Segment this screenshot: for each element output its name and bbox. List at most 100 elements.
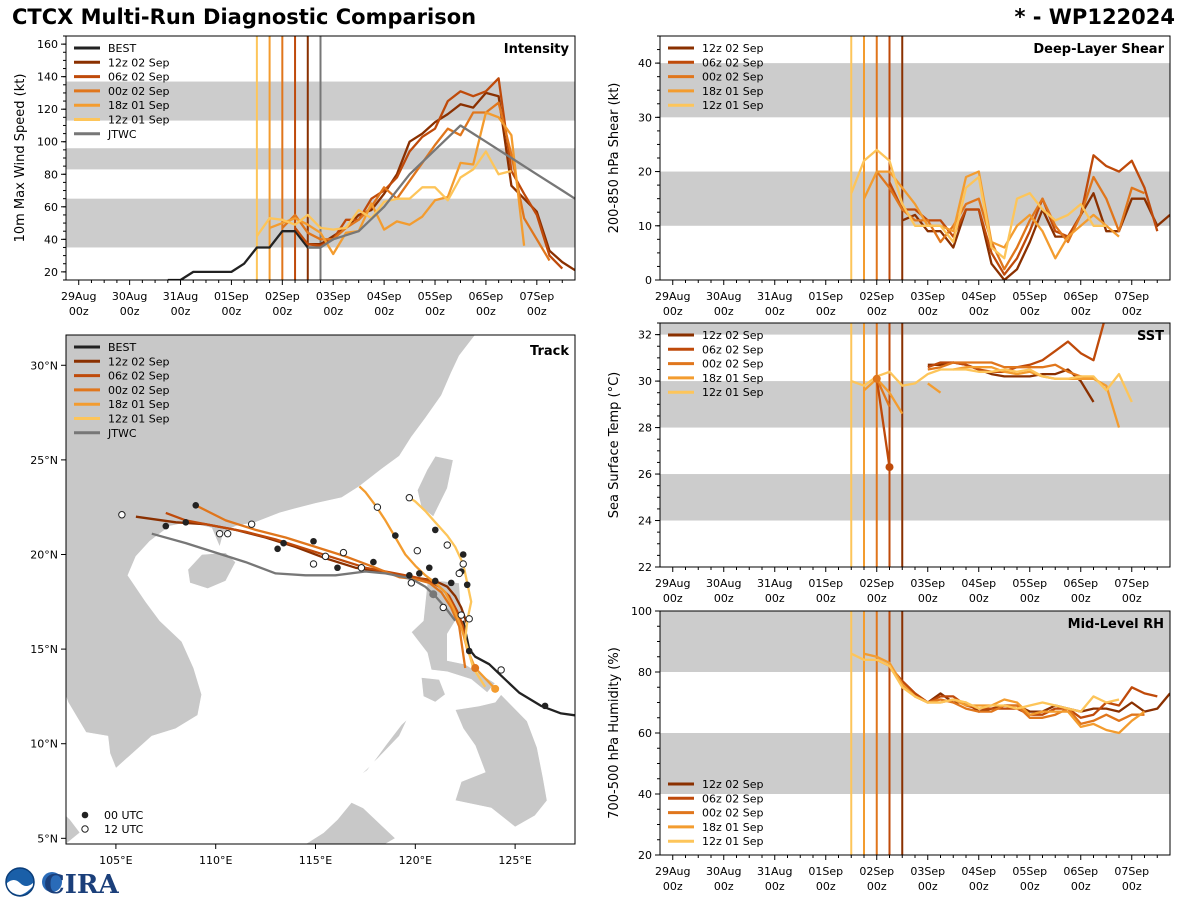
series-line-12z-01-sep — [850, 148, 1107, 260]
y-axis-label: 200-850 hPa Shear (kt) — [607, 83, 622, 234]
x-tick-label: 00z — [714, 305, 734, 318]
y-tick-label: 140 — [37, 71, 58, 84]
storm-id: * - WP122024 — [1014, 5, 1175, 29]
x-tick-label: 03Sep — [316, 290, 351, 303]
legend-label-06z-02-sep: 06z 02 Sep — [108, 71, 170, 84]
legend-label-00z-02-sep: 00z 02 Sep — [108, 85, 170, 98]
marker-00utc — [406, 572, 413, 579]
x-tick-label: 04Sep — [367, 290, 402, 303]
x-tick-label: 125°E — [498, 854, 531, 867]
y-axis-label: Sea Surface Temp (°C) — [607, 372, 622, 519]
marker-00utc — [541, 702, 549, 710]
x-tick-label: 31Aug — [757, 577, 792, 590]
x-tick-label: 120°E — [399, 854, 432, 867]
series-line-12z-01-sep — [850, 652, 1120, 713]
axes-frame — [65, 334, 576, 845]
shade-band — [660, 611, 1170, 672]
legend-marker-00utc — [81, 811, 89, 819]
marker-12utc — [223, 529, 232, 538]
series-line-best — [167, 230, 321, 280]
x-tick-label: 00z — [867, 592, 887, 605]
marker-00utc — [431, 577, 439, 585]
x-tick-label: 00z — [1020, 592, 1040, 605]
land-area — [410, 580, 496, 694]
legend-label-06z-02-sep: 06z 02 Sep — [108, 370, 170, 383]
panel-title: SST — [1137, 329, 1164, 344]
page-title: CTCX Multi-Run Diagnostic Comparison — [12, 5, 477, 29]
series-line-12z-02-sep — [901, 680, 1170, 713]
track-end-18z-01-sep — [491, 684, 500, 693]
series-line-12z-01-sep — [255, 150, 512, 237]
marker-12utc — [413, 547, 422, 555]
legend-label-12z-01-sep: 12z 01 Sep — [702, 99, 764, 112]
x-tick-label: 00z — [171, 305, 191, 318]
marker-00utc — [425, 564, 433, 572]
x-tick-label: 06Sep — [1063, 577, 1098, 590]
legend-label-12z-01-sep: 12z 01 Sep — [108, 413, 170, 426]
track-line-00z-02-sep — [195, 504, 467, 669]
y-tick-label: 28 — [638, 422, 652, 435]
marker-00utc — [162, 522, 170, 530]
x-tick-label: 00z — [969, 305, 989, 318]
track-line-best — [462, 620, 575, 717]
track-end-00z-02-sep — [471, 664, 480, 673]
legend-label-12z-02-sep: 12z 02 Sep — [702, 778, 764, 791]
y-tick-label: 60 — [44, 201, 58, 214]
legend-label-00z-02-sep: 00z 02 Sep — [702, 358, 764, 371]
legend-label-best: BEST — [108, 42, 136, 55]
marker-12utc — [497, 666, 505, 674]
x-tick-label: 02Sep — [859, 290, 894, 303]
x-tick-label: 00z — [1020, 880, 1040, 893]
plot-area — [660, 323, 1170, 567]
panel-intensity: 20 40 60 80 100 120 140 160 29Aug 00z 30Aug 00z 31Au… — [13, 35, 576, 318]
x-tick-label: 31Aug — [757, 865, 792, 878]
x-tick-label: 01Sep — [808, 577, 843, 590]
cira-logo: CIRA — [5, 867, 119, 898]
legend-marker-12utc — [81, 825, 89, 833]
legend-label-18z-01-sep: 18z 01 Sep — [702, 372, 764, 385]
panel-title: Track — [530, 344, 569, 359]
x-tick-label: 00z — [714, 592, 734, 605]
legend-label-12z-02-sep: 12z 02 Sep — [702, 42, 764, 55]
x-tick-label: 00z — [918, 592, 938, 605]
x-tick-label: 00z — [1122, 305, 1142, 318]
x-tick-label: 00z — [374, 305, 394, 318]
x-tick-label: 00z — [663, 592, 683, 605]
marker-00utc — [310, 537, 317, 545]
x-tick-label: 00z — [918, 305, 938, 318]
y-tick-label: 120 — [37, 103, 58, 116]
x-tick-label: 00z — [272, 305, 292, 318]
noaa-logo-ring — [5, 867, 35, 897]
legend-label-12utc: 12 UTC — [104, 823, 144, 836]
y-tick-label: 40 — [44, 233, 58, 246]
x-tick-label: 01Sep — [808, 865, 843, 878]
y-axis-label: 10m Max Wind Speed (kt) — [13, 74, 28, 243]
x-tick-label: 29Aug — [655, 865, 690, 878]
legend-label-jtwc: JTWC — [107, 128, 137, 141]
x-tick-label: 29Aug — [655, 290, 690, 303]
x-tick-label: 03Sep — [910, 290, 945, 303]
marker-00utc — [274, 545, 281, 553]
y-tick-label: 26 — [638, 468, 652, 481]
x-tick-label: 00z — [1071, 880, 1091, 893]
series-line-18z-01-sep — [863, 377, 904, 415]
track-end-jtwc — [429, 590, 438, 599]
x-tick-label: 04Sep — [961, 577, 996, 590]
x-tick-label: 00z — [765, 592, 785, 605]
x-tick-label: 01Sep — [808, 290, 843, 303]
marker-12utc — [357, 564, 366, 572]
x-tick-label: 00z — [323, 305, 343, 318]
legend-label-00z-02-sep: 00z 02 Sep — [702, 807, 764, 820]
x-tick-label: 06Sep — [1063, 290, 1098, 303]
shade-band — [660, 63, 1170, 118]
legend-label-18z-01-sep: 18z 01 Sep — [108, 99, 170, 112]
series-line-jtwc — [307, 124, 575, 249]
marker-12utc — [247, 520, 256, 528]
x-tick-label: 00z — [120, 305, 140, 318]
marker-12utc — [457, 611, 465, 619]
x-tick-label: 00z — [425, 305, 445, 318]
x-tick-label: 115°E — [299, 854, 332, 867]
x-tick-label: 31Aug — [163, 290, 198, 303]
cira-globe-icon — [42, 872, 62, 892]
land-area — [420, 677, 446, 703]
